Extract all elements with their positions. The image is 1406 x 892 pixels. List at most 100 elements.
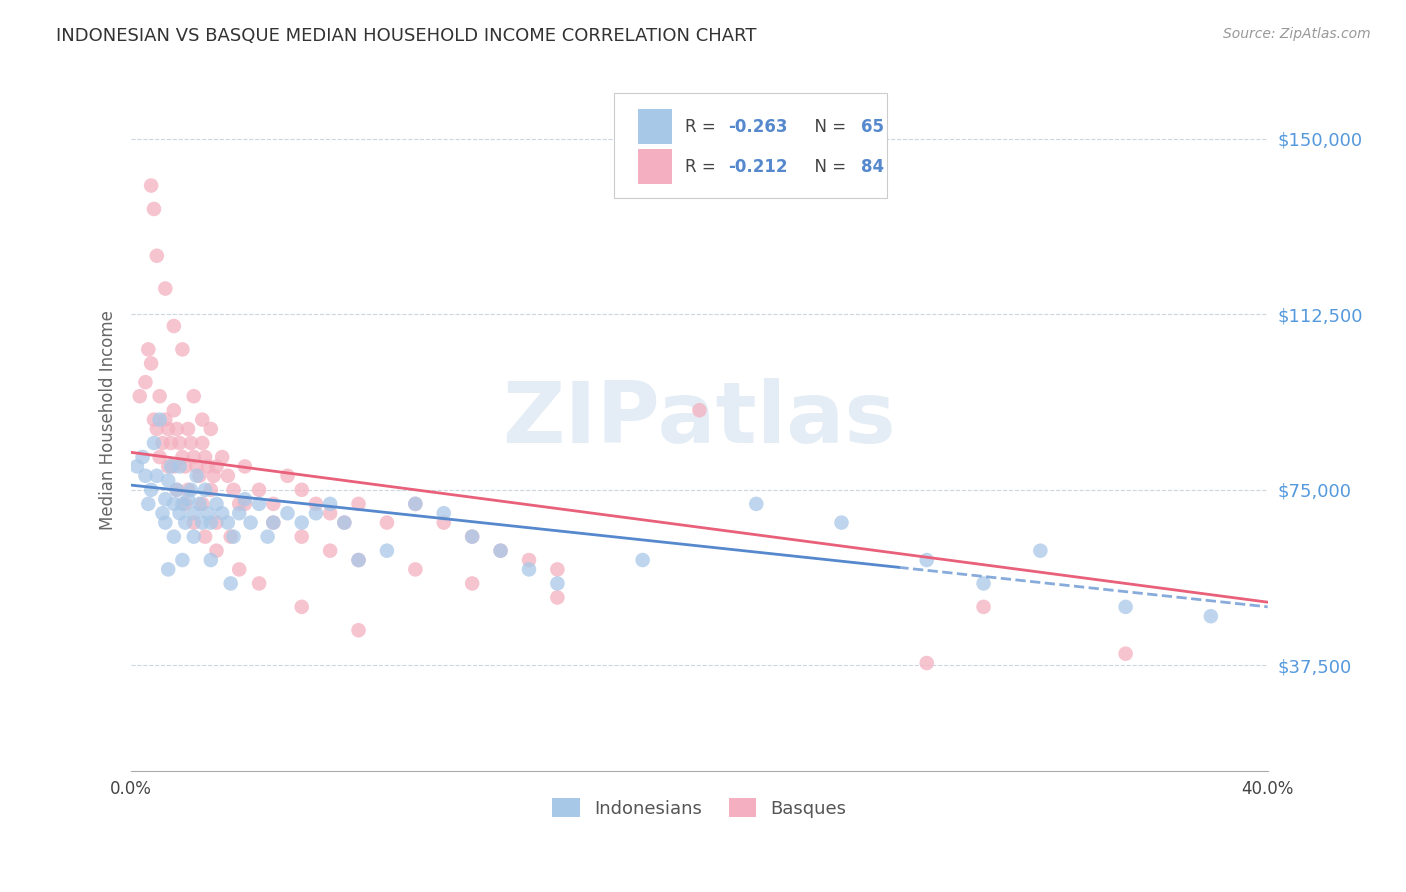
- Point: [404, 497, 426, 511]
- Text: N =: N =: [804, 158, 852, 176]
- Point: [188, 497, 211, 511]
- Point: [217, 468, 239, 483]
- Point: [166, 483, 188, 497]
- Point: [139, 356, 162, 370]
- Point: [134, 375, 156, 389]
- Point: [319, 497, 342, 511]
- Point: [143, 412, 166, 426]
- Point: [163, 318, 186, 333]
- Point: [191, 436, 214, 450]
- Point: [146, 249, 169, 263]
- Point: [191, 516, 214, 530]
- Point: [163, 459, 186, 474]
- Point: [155, 516, 177, 530]
- Point: [1115, 599, 1137, 614]
- FancyBboxPatch shape: [614, 93, 887, 198]
- Point: [177, 492, 200, 507]
- Point: [146, 468, 169, 483]
- Point: [139, 178, 162, 193]
- Text: R =: R =: [685, 118, 721, 136]
- Point: [202, 468, 225, 483]
- Point: [461, 530, 484, 544]
- Point: [174, 459, 197, 474]
- FancyBboxPatch shape: [638, 149, 672, 185]
- Point: [305, 497, 328, 511]
- Point: [172, 343, 194, 357]
- Point: [973, 599, 995, 614]
- Point: [177, 483, 200, 497]
- Point: [163, 530, 186, 544]
- Point: [194, 450, 217, 464]
- Point: [172, 553, 194, 567]
- Point: [228, 506, 250, 520]
- Point: [517, 553, 540, 567]
- Point: [433, 516, 456, 530]
- Point: [233, 492, 256, 507]
- Point: [183, 516, 205, 530]
- Point: [461, 576, 484, 591]
- Point: [205, 543, 228, 558]
- Point: [146, 422, 169, 436]
- Point: [180, 483, 202, 497]
- Point: [200, 483, 222, 497]
- Point: [152, 436, 174, 450]
- Text: INDONESIAN VS BASQUE MEDIAN HOUSEHOLD INCOME CORRELATION CHART: INDONESIAN VS BASQUE MEDIAN HOUSEHOLD IN…: [56, 27, 756, 45]
- Text: N =: N =: [804, 118, 852, 136]
- Point: [217, 516, 239, 530]
- Point: [177, 422, 200, 436]
- Point: [160, 436, 183, 450]
- Point: [157, 474, 180, 488]
- Point: [291, 530, 314, 544]
- Point: [157, 422, 180, 436]
- FancyBboxPatch shape: [638, 109, 672, 145]
- Point: [631, 553, 654, 567]
- Point: [183, 389, 205, 403]
- Point: [233, 459, 256, 474]
- Point: [262, 516, 284, 530]
- Point: [200, 422, 222, 436]
- Point: [247, 483, 270, 497]
- Point: [211, 506, 233, 520]
- Point: [169, 436, 191, 450]
- Point: [174, 516, 197, 530]
- Point: [149, 412, 172, 426]
- Point: [276, 468, 298, 483]
- Point: [347, 553, 370, 567]
- Point: [247, 576, 270, 591]
- Point: [546, 591, 568, 605]
- Point: [205, 459, 228, 474]
- Point: [319, 543, 342, 558]
- Point: [191, 412, 214, 426]
- Point: [247, 497, 270, 511]
- Point: [262, 497, 284, 511]
- Point: [136, 343, 159, 357]
- Point: [433, 506, 456, 520]
- Text: 65: 65: [860, 118, 884, 136]
- Point: [205, 497, 228, 511]
- Point: [169, 506, 191, 520]
- Point: [200, 553, 222, 567]
- Point: [489, 543, 512, 558]
- Point: [219, 530, 242, 544]
- Point: [128, 389, 150, 403]
- Point: [546, 562, 568, 576]
- Point: [155, 281, 177, 295]
- Point: [228, 562, 250, 576]
- Point: [915, 656, 938, 670]
- Point: [194, 530, 217, 544]
- Text: 84: 84: [860, 158, 884, 176]
- Point: [155, 492, 177, 507]
- Point: [305, 506, 328, 520]
- Point: [139, 483, 162, 497]
- Point: [291, 599, 314, 614]
- Point: [347, 497, 370, 511]
- Point: [157, 459, 180, 474]
- Point: [134, 468, 156, 483]
- Point: [375, 516, 398, 530]
- Point: [191, 497, 214, 511]
- Point: [461, 530, 484, 544]
- Point: [157, 562, 180, 576]
- Point: [347, 553, 370, 567]
- Point: [1199, 609, 1222, 624]
- Point: [166, 483, 188, 497]
